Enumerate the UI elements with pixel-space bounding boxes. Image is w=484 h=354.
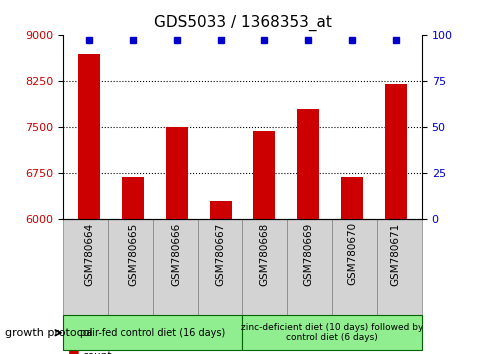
Bar xyxy=(297,109,318,219)
Bar xyxy=(384,85,406,219)
Bar xyxy=(253,131,275,219)
Bar xyxy=(340,177,362,219)
Bar xyxy=(209,201,231,219)
Text: count: count xyxy=(82,351,112,354)
Text: pair-fed control diet (16 days): pair-fed control diet (16 days) xyxy=(80,328,225,338)
Text: zinc-deficient diet (10 days) followed by
control diet (6 days): zinc-deficient diet (10 days) followed b… xyxy=(241,323,423,342)
Text: growth protocol: growth protocol xyxy=(5,328,92,338)
Bar xyxy=(166,127,187,219)
Title: GDS5033 / 1368353_at: GDS5033 / 1368353_at xyxy=(153,15,331,31)
Bar xyxy=(122,177,144,219)
Bar xyxy=(78,54,100,219)
Text: ■: ■ xyxy=(68,348,79,354)
